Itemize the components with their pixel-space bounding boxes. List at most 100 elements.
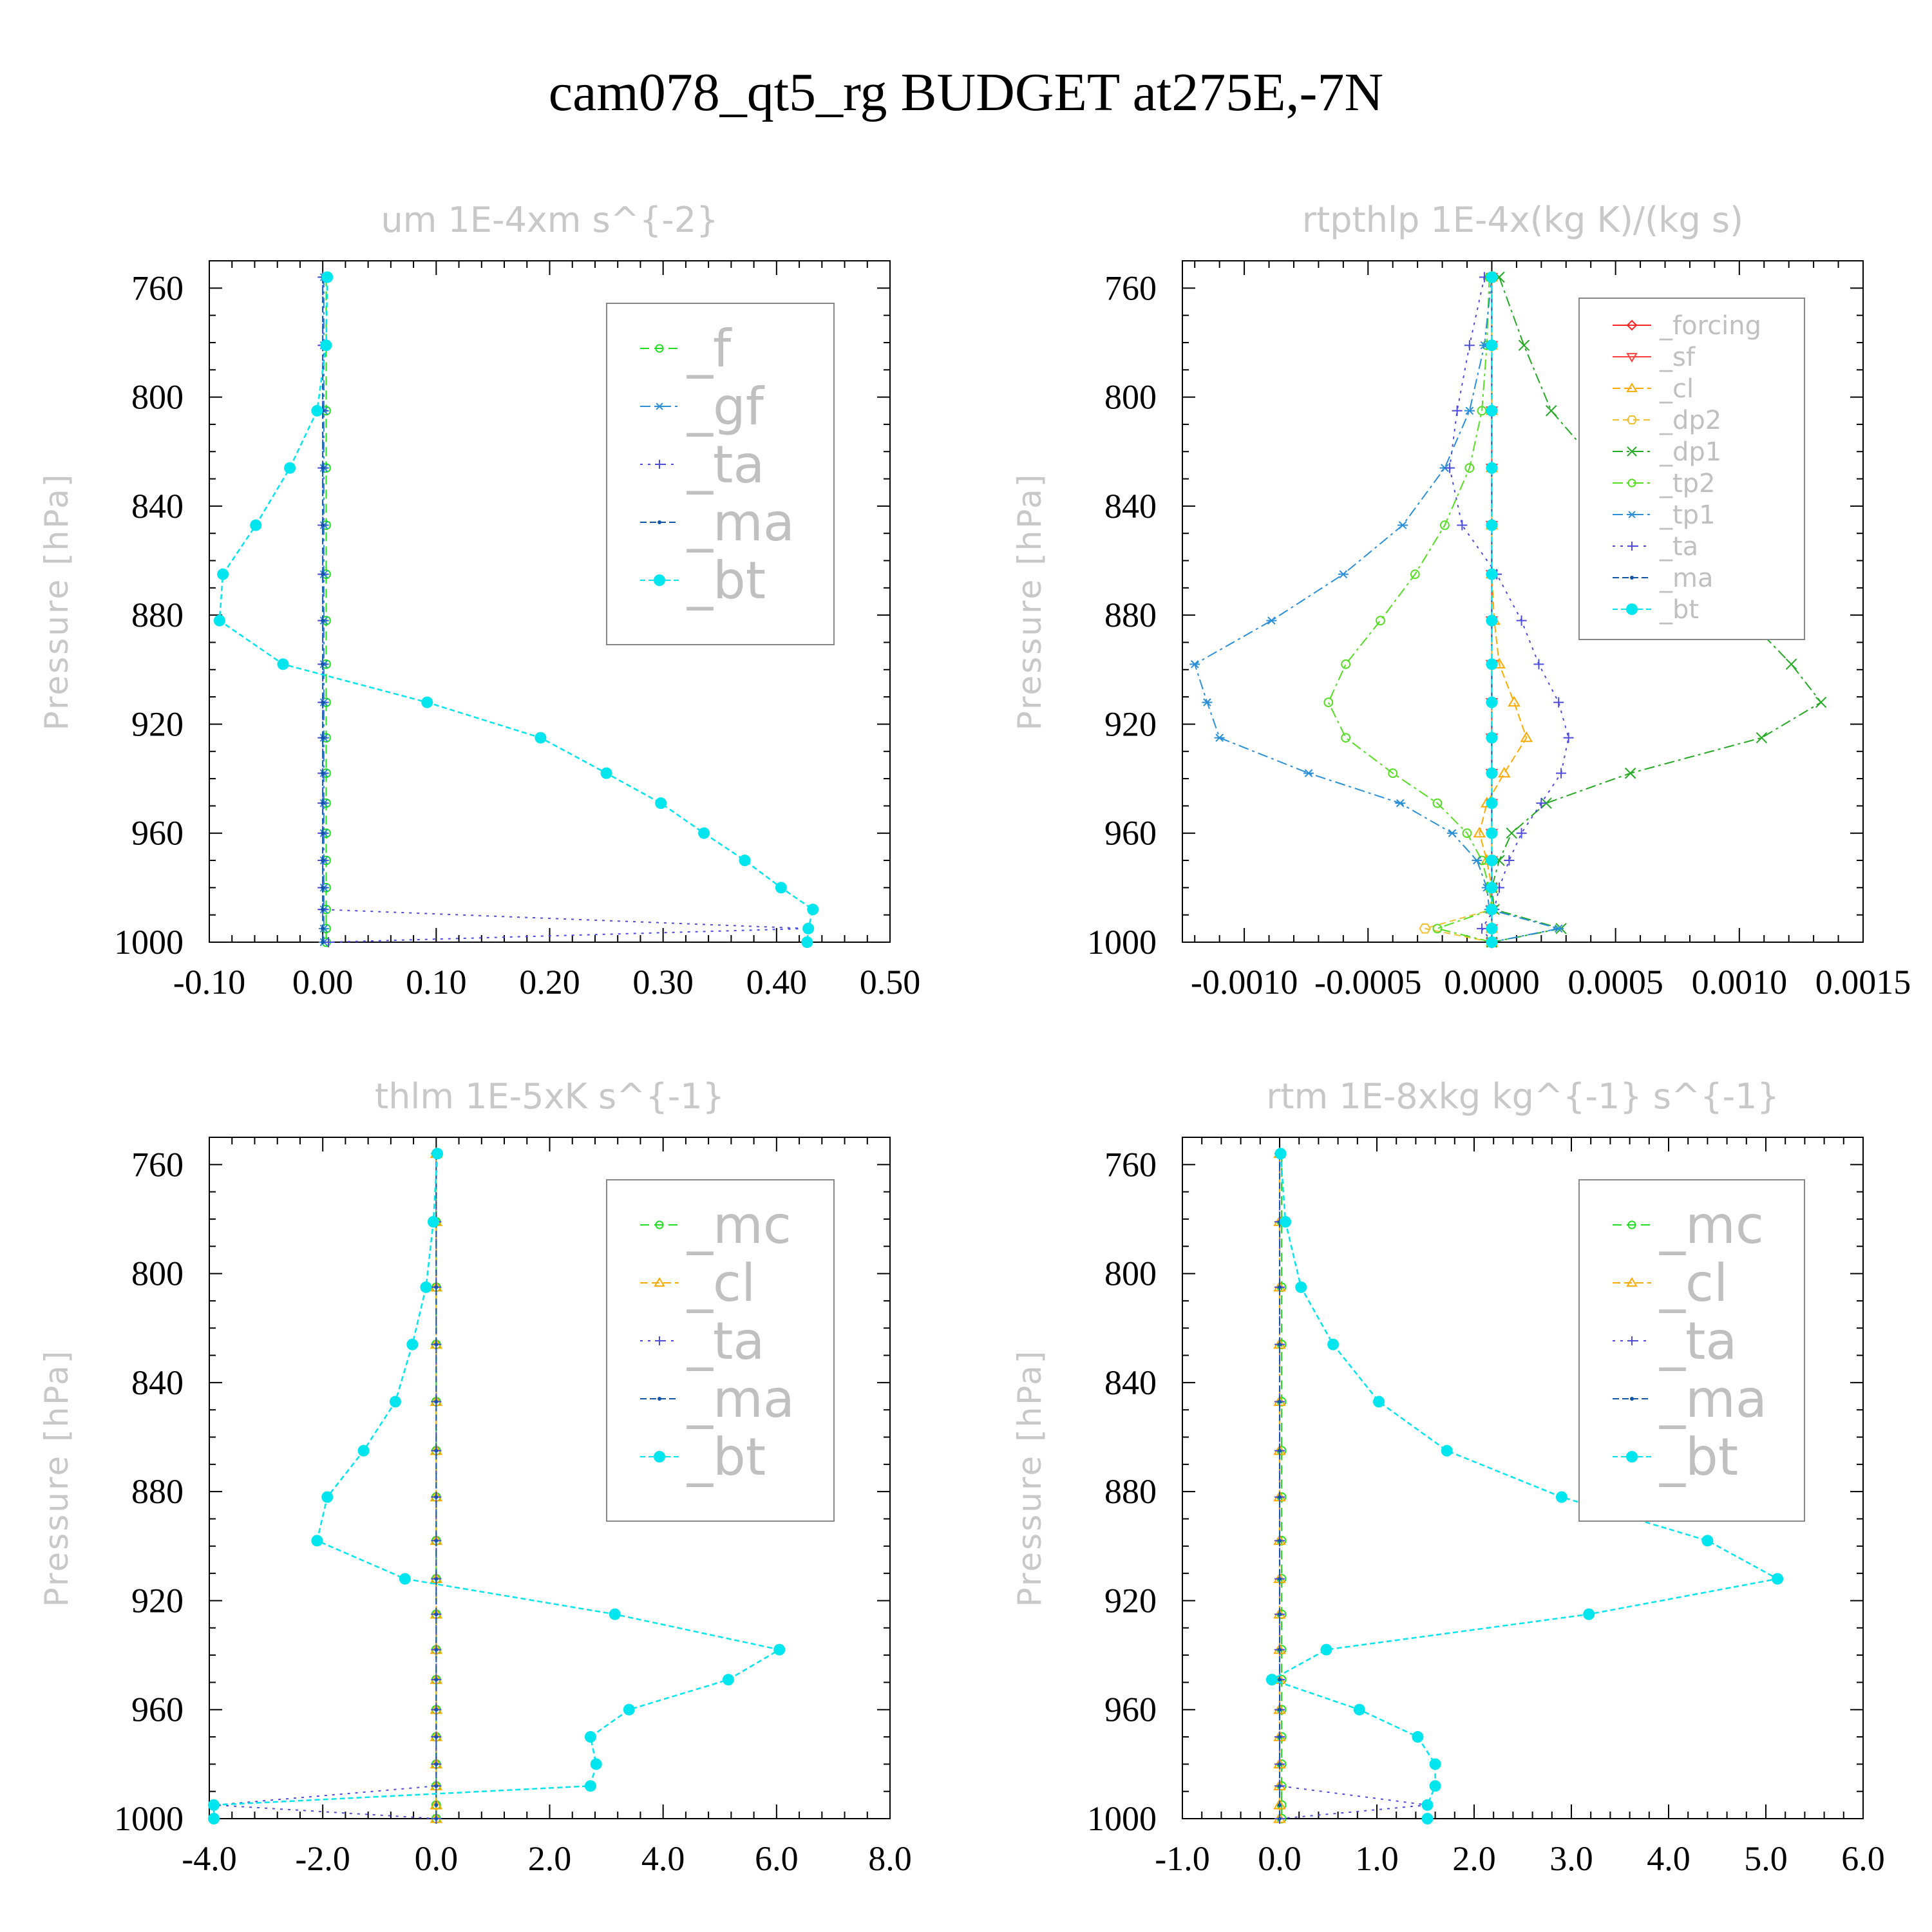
- data-point: [1772, 1573, 1784, 1585]
- legend-label: _dp2: [1659, 406, 1721, 435]
- legend-label: _mc: [1659, 1195, 1764, 1255]
- data-point: [1545, 405, 1557, 417]
- data-point: [434, 1448, 439, 1453]
- data-point: [321, 907, 325, 912]
- data-point: [1555, 1491, 1567, 1503]
- data-point: [801, 936, 813, 948]
- series-bt: [208, 1148, 786, 1824]
- legend-marker: [655, 1336, 664, 1345]
- y-tick-label: 880: [1104, 596, 1157, 634]
- data-point: [311, 404, 323, 417]
- y-tick-label: 800: [1104, 1255, 1157, 1293]
- data-point: [434, 1285, 439, 1289]
- data-point: [1486, 827, 1498, 839]
- legend-marker: [658, 520, 661, 524]
- y-tick-label: 1000: [1087, 923, 1157, 961]
- data-point: [321, 700, 325, 705]
- panel-title: rtm 1E-8xkg kg^{-1} s^{-1}: [1266, 1076, 1779, 1117]
- x-tick-label: -0.0010: [1191, 963, 1298, 1001]
- data-point: [1486, 732, 1498, 744]
- data-point: [1486, 797, 1498, 810]
- data-point: [421, 696, 433, 708]
- series-bt: [1265, 1148, 1784, 1824]
- legend-marker: [1626, 1451, 1638, 1463]
- y-tick-label: 1000: [114, 1799, 184, 1838]
- x-tick-label: 0.0000: [1444, 963, 1540, 1001]
- data-point: [1202, 698, 1213, 706]
- x-tick-label: 6.0: [1841, 1839, 1885, 1878]
- data-point: [321, 523, 325, 527]
- y-tick-label: 840: [131, 1363, 184, 1402]
- data-point: [1419, 923, 1431, 934]
- data-point: [1432, 798, 1443, 808]
- legend-marker: [655, 1220, 664, 1229]
- data-point: [1266, 616, 1277, 625]
- data-point: [1486, 767, 1498, 779]
- legend-marker: [1626, 415, 1638, 424]
- data-point: [434, 1399, 439, 1404]
- data-point: [584, 1780, 596, 1792]
- data-point: [208, 1799, 220, 1811]
- x-tick-label: 0.0010: [1692, 963, 1788, 1001]
- data-point: [434, 1647, 439, 1652]
- y-tick-label: 880: [131, 1472, 184, 1511]
- legend-label: _f: [687, 319, 732, 379]
- data-point: [1506, 828, 1517, 839]
- data-point: [208, 1813, 220, 1824]
- data-point: [1341, 733, 1351, 743]
- series-tp2: [1323, 272, 1497, 947]
- legend-marker: [655, 344, 664, 353]
- data-point: [1563, 732, 1574, 743]
- y-tick-label: 960: [1104, 1690, 1157, 1729]
- legend-marker: [654, 1451, 665, 1463]
- data-point: [1395, 799, 1406, 808]
- data-point: [434, 1817, 439, 1821]
- series-line: [1479, 277, 1528, 942]
- x-tick-label: 0.0005: [1567, 963, 1663, 1001]
- data-point: [1429, 1758, 1441, 1770]
- data-point: [807, 904, 819, 916]
- x-tick-label: 1.0: [1355, 1839, 1399, 1878]
- legend-label: _cl: [1659, 374, 1694, 404]
- x-tick-label: -0.10: [173, 963, 245, 1001]
- y-tick-label: 880: [131, 596, 184, 634]
- data-point: [434, 1678, 439, 1682]
- data-point: [1278, 1285, 1282, 1289]
- data-point: [1473, 826, 1486, 838]
- legend-marker: [1630, 576, 1634, 580]
- legend-marker: [1626, 1277, 1638, 1287]
- data-point: [323, 937, 334, 947]
- data-point: [1486, 658, 1498, 670]
- data-point: [431, 1148, 444, 1160]
- data-point: [321, 886, 325, 890]
- data-point: [311, 1535, 323, 1547]
- data-point: [1497, 766, 1511, 778]
- data-point: [1486, 922, 1498, 934]
- data-point: [1376, 616, 1385, 626]
- data-point: [250, 519, 262, 531]
- plot-frame: [1182, 1137, 1864, 1819]
- data-point: [1452, 405, 1463, 416]
- x-tick-label: 0.00: [292, 963, 354, 1001]
- legend-box: [606, 303, 835, 645]
- data-point: [1583, 1608, 1595, 1620]
- data-point: [1457, 520, 1468, 531]
- data-point: [1278, 1495, 1282, 1499]
- data-point: [1278, 1817, 1282, 1821]
- data-point: [213, 614, 225, 627]
- legend-marker: [1627, 478, 1636, 488]
- plot-frame: [1182, 260, 1864, 943]
- x-tick-label: -1.0: [1155, 1839, 1209, 1878]
- data-point: [1412, 1731, 1424, 1743]
- data-point: [321, 735, 325, 740]
- y-tick-label: 1000: [1087, 1799, 1157, 1838]
- data-point: [1556, 768, 1567, 779]
- legend-label: _cl: [1659, 1253, 1728, 1313]
- legend-label: _ma: [687, 1369, 795, 1429]
- data-point: [434, 1784, 439, 1788]
- data-point: [1278, 1342, 1282, 1347]
- data-point: [420, 1281, 432, 1293]
- legend-label: _mc: [687, 1195, 791, 1255]
- series-line: [322, 277, 809, 943]
